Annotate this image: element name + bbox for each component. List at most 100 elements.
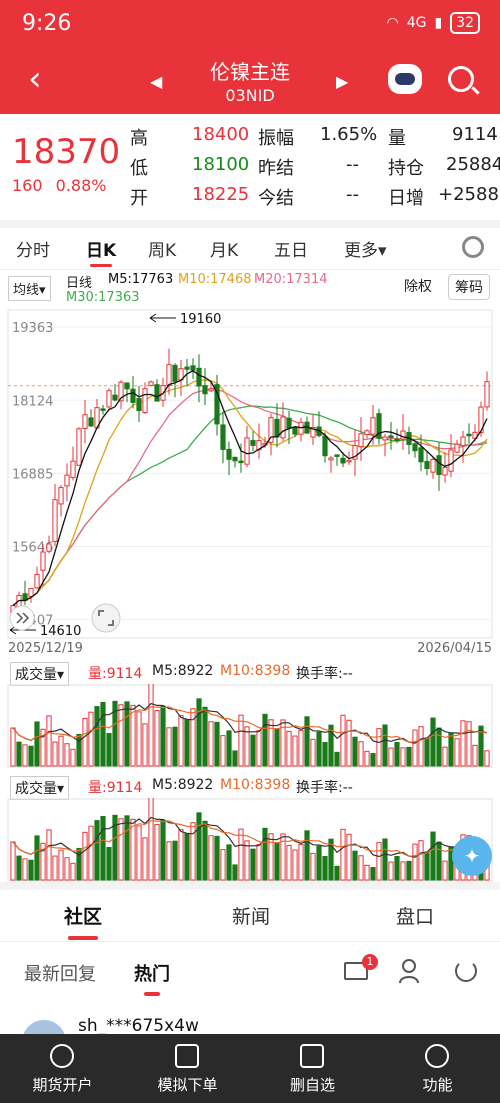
candle-body: [226, 448, 232, 460]
volume-legend-2: 成交量▾ 量:9114 M5:8922 M10:8398 换手率:--: [0, 774, 500, 800]
volume-bar: [454, 738, 460, 767]
user-icon[interactable]: [398, 958, 420, 984]
volume-bar: [226, 844, 232, 881]
prev-contract-icon[interactable]: ◀: [150, 72, 163, 91]
candle-body: [364, 430, 370, 436]
volume-bar: [124, 701, 130, 767]
volume-bar: [340, 714, 346, 767]
tab-community[interactable]: 社区: [64, 902, 102, 940]
volume-bar: [310, 852, 316, 881]
ma5-label: M5:17763: [108, 272, 174, 287]
candle-body: [82, 414, 88, 429]
volume-bar: [220, 849, 226, 881]
volume-bar: [64, 857, 70, 881]
volume-bar: [418, 840, 424, 881]
robot-assistant-icon[interactable]: [388, 64, 422, 94]
volume-bar: [310, 738, 316, 767]
label-volume: 量: [388, 128, 406, 149]
period-tabs: 分时 日K 周K 月K 五日 更多▾: [0, 228, 500, 270]
volume-bar: [184, 833, 190, 881]
volume-bar: [184, 719, 190, 767]
indicator-select-1[interactable]: 成交量▾: [10, 662, 70, 686]
chips-button[interactable]: 筹码: [448, 274, 490, 300]
functions-button[interactable]: 功能: [375, 1034, 500, 1103]
tab-intraday[interactable]: 分时: [16, 241, 50, 261]
lightbulb-icon[interactable]: ✦: [452, 836, 492, 876]
volume-bar: [166, 841, 172, 881]
ma10-label: M10:17468: [178, 272, 252, 287]
candle-body: [310, 426, 316, 438]
tab-latest-replies[interactable]: 最新回复: [24, 964, 96, 985]
volume-bar: [346, 833, 352, 881]
volume-bar: [166, 727, 172, 767]
indicator-select-2[interactable]: 成交量▾: [10, 776, 70, 800]
volume-bar: [112, 814, 118, 881]
y-tick-label: 18124: [12, 394, 53, 409]
volume-bar: [472, 744, 478, 767]
volume-bar: [400, 747, 406, 767]
contract-code: 03NID: [225, 86, 275, 105]
tab-five-day[interactable]: 五日: [274, 241, 308, 261]
candle-body: [454, 443, 460, 453]
candle-body: [418, 447, 424, 463]
ma-select[interactable]: 均线▾: [8, 276, 51, 301]
label-daily-increase: 日增: [388, 188, 424, 209]
volume-bar: [82, 717, 88, 767]
volume-bar: [388, 861, 394, 881]
candle-body: [154, 384, 160, 402]
candle-body: [214, 384, 220, 425]
volume-chart-2[interactable]: [0, 798, 500, 882]
volume-bar: [16, 855, 22, 881]
back-icon[interactable]: ‹: [28, 59, 42, 99]
tab-order-book[interactable]: 盘口: [396, 906, 435, 928]
volume-bar: [436, 727, 442, 767]
volume-bar: [280, 833, 286, 881]
battery-icon: 32: [450, 12, 480, 34]
collapse-icon[interactable]: [9, 605, 35, 631]
volume-bar: [214, 721, 220, 767]
tab-hot[interactable]: 热门: [134, 960, 170, 996]
community-tabs: 社区 新闻 盘口: [0, 890, 500, 942]
expand-icon[interactable]: [91, 603, 121, 633]
tab-weekly-k[interactable]: 周K: [148, 241, 177, 261]
label-high: 高: [130, 128, 148, 149]
tab-more[interactable]: 更多▾: [344, 241, 387, 261]
candle-body: [388, 435, 394, 438]
remove-watchlist-button[interactable]: 删自选: [250, 1034, 375, 1103]
volume-bar: [118, 818, 124, 881]
next-contract-icon[interactable]: ▶: [336, 72, 349, 91]
candle-body: [166, 364, 172, 386]
volume-bar: [448, 732, 454, 767]
kline-chart[interactable]: 1936318124168851564614407 19160 14610: [0, 308, 500, 640]
tab-monthly-k[interactable]: 月K: [210, 241, 239, 261]
volume-bar: [268, 833, 274, 881]
refresh-icon[interactable]: [455, 960, 477, 982]
volume-bar: [400, 861, 406, 881]
settings-icon[interactable]: [462, 236, 484, 258]
mail-icon[interactable]: [344, 962, 368, 980]
tab-news[interactable]: 新闻: [232, 906, 271, 928]
post-username[interactable]: sh_***675x4w: [78, 1016, 199, 1036]
volume-bar: [40, 728, 46, 767]
volume-bar: [34, 835, 40, 881]
volume-bar: [154, 823, 160, 881]
volume-bar: [196, 698, 202, 767]
candle-body: [46, 543, 52, 552]
volume-bar: [244, 726, 250, 767]
value-settle: --: [346, 184, 359, 205]
tab-daily-k[interactable]: 日K: [86, 236, 116, 267]
candle-body: [76, 428, 82, 466]
volume-bar: [160, 819, 166, 881]
ma30-label: M30:17363: [66, 290, 140, 305]
volume-bar: [334, 751, 340, 767]
futures-account-button[interactable]: 期货开户: [0, 1034, 125, 1103]
post-sub-tabs: 最新回复 热门: [0, 950, 500, 998]
simulated-order-button[interactable]: 模拟下单: [125, 1034, 250, 1103]
volume-bar: [394, 742, 400, 767]
y-tick-label: 16885: [12, 467, 53, 482]
adjust-button[interactable]: 除权: [404, 279, 432, 295]
volume-chart-1[interactable]: [0, 684, 500, 768]
volume-bar: [274, 842, 280, 881]
value-open-interest: 25884: [446, 154, 500, 175]
search-icon[interactable]: [448, 66, 474, 92]
